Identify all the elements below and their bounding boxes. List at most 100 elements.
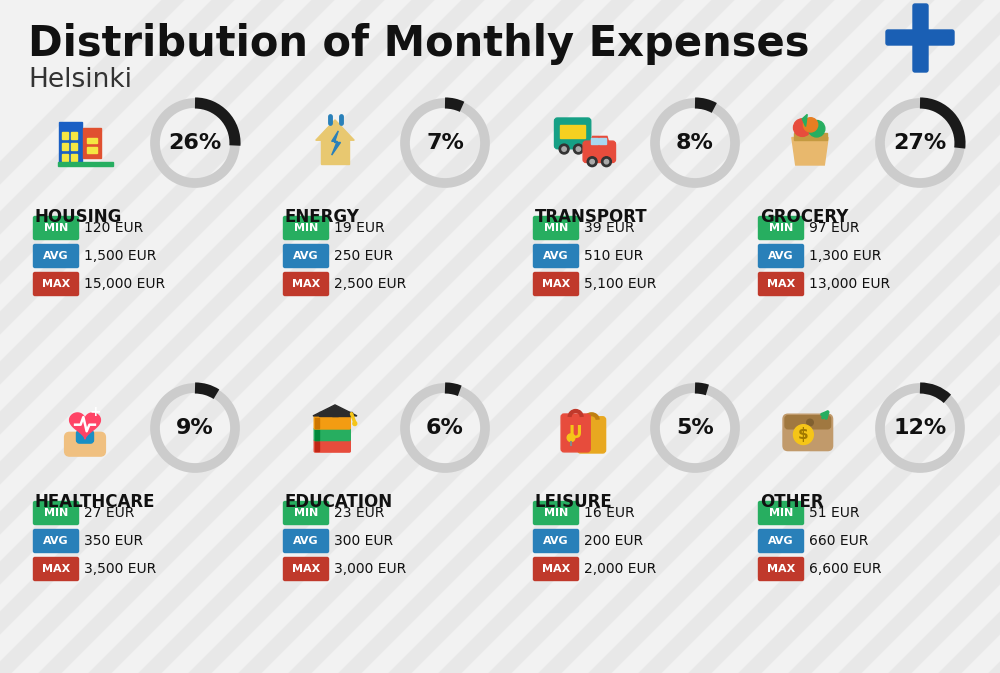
Text: MAX: MAX bbox=[292, 564, 320, 574]
Bar bbox=[315, 417, 318, 428]
Text: 120 EUR: 120 EUR bbox=[84, 221, 143, 235]
Bar bbox=[599, 138, 606, 143]
Text: 26%: 26% bbox=[168, 133, 222, 153]
Text: 97 EUR: 97 EUR bbox=[809, 221, 860, 235]
Circle shape bbox=[573, 144, 583, 154]
Text: AVG: AVG bbox=[768, 536, 794, 546]
FancyBboxPatch shape bbox=[284, 217, 328, 240]
Circle shape bbox=[353, 422, 357, 425]
Text: AVG: AVG bbox=[43, 251, 69, 261]
Polygon shape bbox=[313, 405, 357, 416]
Bar bbox=[83, 128, 101, 158]
Bar bbox=[71, 154, 77, 161]
Text: LEISURE: LEISURE bbox=[535, 493, 613, 511]
FancyBboxPatch shape bbox=[34, 217, 78, 240]
FancyBboxPatch shape bbox=[314, 439, 350, 452]
FancyBboxPatch shape bbox=[534, 501, 578, 524]
Bar bbox=[87, 137, 97, 143]
Text: 200 EUR: 200 EUR bbox=[584, 534, 643, 548]
FancyBboxPatch shape bbox=[783, 414, 833, 451]
Circle shape bbox=[559, 144, 569, 154]
Text: 19 EUR: 19 EUR bbox=[334, 221, 385, 235]
Polygon shape bbox=[802, 114, 807, 127]
Text: 8%: 8% bbox=[676, 133, 714, 153]
FancyBboxPatch shape bbox=[34, 244, 78, 267]
Text: AVG: AVG bbox=[543, 251, 569, 261]
FancyBboxPatch shape bbox=[65, 432, 105, 456]
FancyBboxPatch shape bbox=[759, 217, 804, 240]
Text: MAX: MAX bbox=[542, 279, 570, 289]
Text: MAX: MAX bbox=[767, 564, 795, 574]
FancyBboxPatch shape bbox=[284, 244, 328, 267]
Text: 6%: 6% bbox=[426, 418, 464, 438]
FancyBboxPatch shape bbox=[759, 273, 804, 295]
Text: GROCERY: GROCERY bbox=[760, 208, 848, 226]
FancyBboxPatch shape bbox=[34, 273, 78, 295]
Bar bbox=[62, 143, 68, 149]
Circle shape bbox=[604, 160, 609, 164]
Bar bbox=[71, 132, 77, 139]
Bar bbox=[318, 411, 352, 416]
Circle shape bbox=[803, 118, 818, 132]
FancyBboxPatch shape bbox=[76, 431, 94, 443]
FancyBboxPatch shape bbox=[314, 417, 350, 429]
Polygon shape bbox=[792, 137, 828, 165]
Text: 9%: 9% bbox=[176, 418, 214, 438]
FancyBboxPatch shape bbox=[534, 217, 578, 240]
Text: MIN: MIN bbox=[769, 223, 793, 233]
Bar bbox=[62, 154, 68, 161]
Bar bbox=[315, 429, 318, 439]
Bar bbox=[332, 409, 338, 416]
Text: 660 EUR: 660 EUR bbox=[809, 534, 868, 548]
Circle shape bbox=[807, 419, 813, 426]
Text: 5%: 5% bbox=[676, 418, 714, 438]
Text: $: $ bbox=[798, 427, 809, 442]
Text: MIN: MIN bbox=[769, 508, 793, 518]
Circle shape bbox=[794, 119, 811, 137]
Bar bbox=[315, 441, 318, 451]
Text: AVG: AVG bbox=[768, 251, 794, 261]
Text: MAX: MAX bbox=[767, 279, 795, 289]
FancyBboxPatch shape bbox=[554, 118, 591, 149]
Bar bbox=[794, 133, 826, 140]
Circle shape bbox=[794, 425, 813, 444]
Text: Distribution of Monthly Expenses: Distribution of Monthly Expenses bbox=[28, 23, 810, 65]
Bar bbox=[71, 143, 77, 149]
FancyBboxPatch shape bbox=[759, 244, 804, 267]
Circle shape bbox=[562, 147, 566, 151]
Text: 1,300 EUR: 1,300 EUR bbox=[809, 249, 881, 263]
Text: Helsinki: Helsinki bbox=[28, 67, 132, 93]
Circle shape bbox=[808, 120, 825, 137]
FancyBboxPatch shape bbox=[534, 273, 578, 295]
Bar bbox=[321, 140, 349, 164]
Bar bbox=[59, 122, 82, 165]
FancyBboxPatch shape bbox=[534, 557, 578, 581]
Text: 27%: 27% bbox=[893, 133, 947, 153]
FancyBboxPatch shape bbox=[34, 557, 78, 581]
FancyBboxPatch shape bbox=[284, 273, 328, 295]
Text: 3,000 EUR: 3,000 EUR bbox=[334, 562, 406, 576]
Text: 12%: 12% bbox=[893, 418, 947, 438]
Text: MIN: MIN bbox=[294, 223, 318, 233]
FancyBboxPatch shape bbox=[759, 530, 804, 553]
Text: 39 EUR: 39 EUR bbox=[584, 221, 635, 235]
Text: U: U bbox=[569, 424, 582, 442]
Text: 23 EUR: 23 EUR bbox=[334, 506, 384, 520]
Text: 13,000 EUR: 13,000 EUR bbox=[809, 277, 890, 291]
Text: OTHER: OTHER bbox=[760, 493, 824, 511]
Text: HOUSING: HOUSING bbox=[35, 208, 122, 226]
Text: MIN: MIN bbox=[544, 223, 568, 233]
Text: +: + bbox=[89, 404, 101, 419]
Circle shape bbox=[590, 160, 594, 164]
FancyBboxPatch shape bbox=[913, 4, 928, 72]
Text: MAX: MAX bbox=[42, 279, 70, 289]
FancyBboxPatch shape bbox=[785, 416, 831, 429]
Circle shape bbox=[602, 157, 611, 167]
FancyBboxPatch shape bbox=[578, 417, 606, 453]
Bar bbox=[58, 162, 112, 166]
FancyBboxPatch shape bbox=[284, 501, 328, 524]
Text: MAX: MAX bbox=[542, 564, 570, 574]
Text: MIN: MIN bbox=[44, 508, 68, 518]
Text: MAX: MAX bbox=[42, 564, 70, 574]
Text: MIN: MIN bbox=[294, 508, 318, 518]
